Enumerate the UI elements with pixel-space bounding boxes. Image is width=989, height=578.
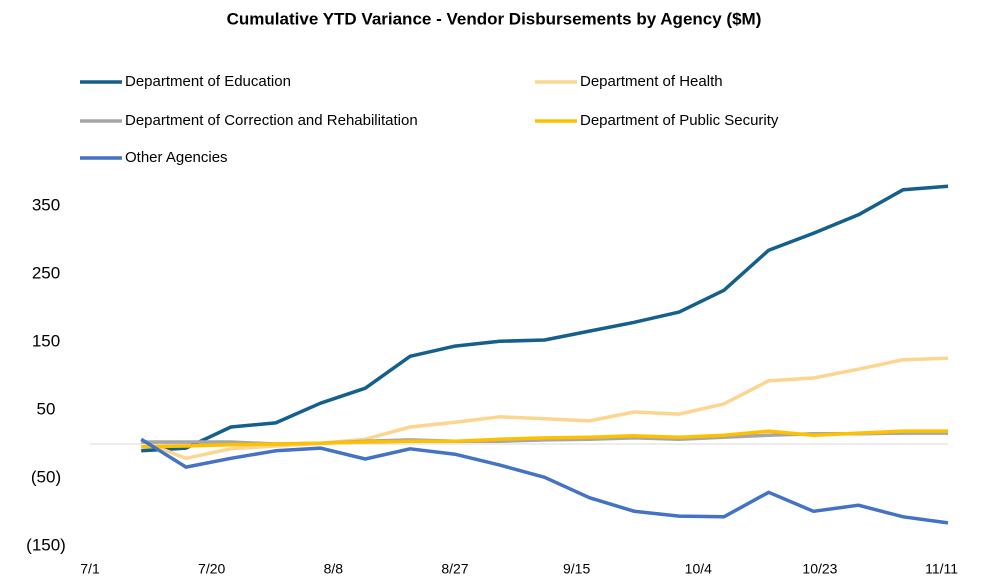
y-tick-label: 350 bbox=[32, 195, 60, 214]
x-tick-label: 8/27 bbox=[441, 561, 468, 577]
y-tick-label: (50) bbox=[31, 467, 61, 486]
legend-label: Other Agencies bbox=[125, 149, 228, 166]
y-tick-label: 250 bbox=[32, 263, 60, 282]
series-line bbox=[140, 356, 949, 461]
y-tick-label: 50 bbox=[37, 399, 56, 418]
x-tick-label: 7/20 bbox=[198, 561, 225, 577]
legend-label: Department of Public Security bbox=[580, 112, 779, 129]
x-tick-label: 9/15 bbox=[563, 561, 590, 577]
x-tick-label: 11/11 bbox=[925, 561, 958, 577]
x-tick-label: 10/4 bbox=[685, 561, 712, 577]
x-tick-label: 10/23 bbox=[802, 561, 837, 577]
y-tick-label: 150 bbox=[32, 331, 60, 350]
legend-label: Department of Education bbox=[125, 73, 291, 90]
series-line bbox=[141, 429, 948, 449]
x-tick-label: 8/8 bbox=[324, 561, 344, 577]
series-line bbox=[141, 184, 949, 453]
legend-label: Department of Correction and Rehabilitat… bbox=[125, 112, 418, 129]
series-line bbox=[140, 437, 949, 525]
chart-title: Cumulative YTD Variance - Vendor Disburs… bbox=[227, 9, 762, 28]
y-tick-label: (150) bbox=[26, 535, 66, 554]
x-tick-label: 7/1 bbox=[80, 561, 100, 577]
legend-label: Department of Health bbox=[580, 73, 723, 90]
